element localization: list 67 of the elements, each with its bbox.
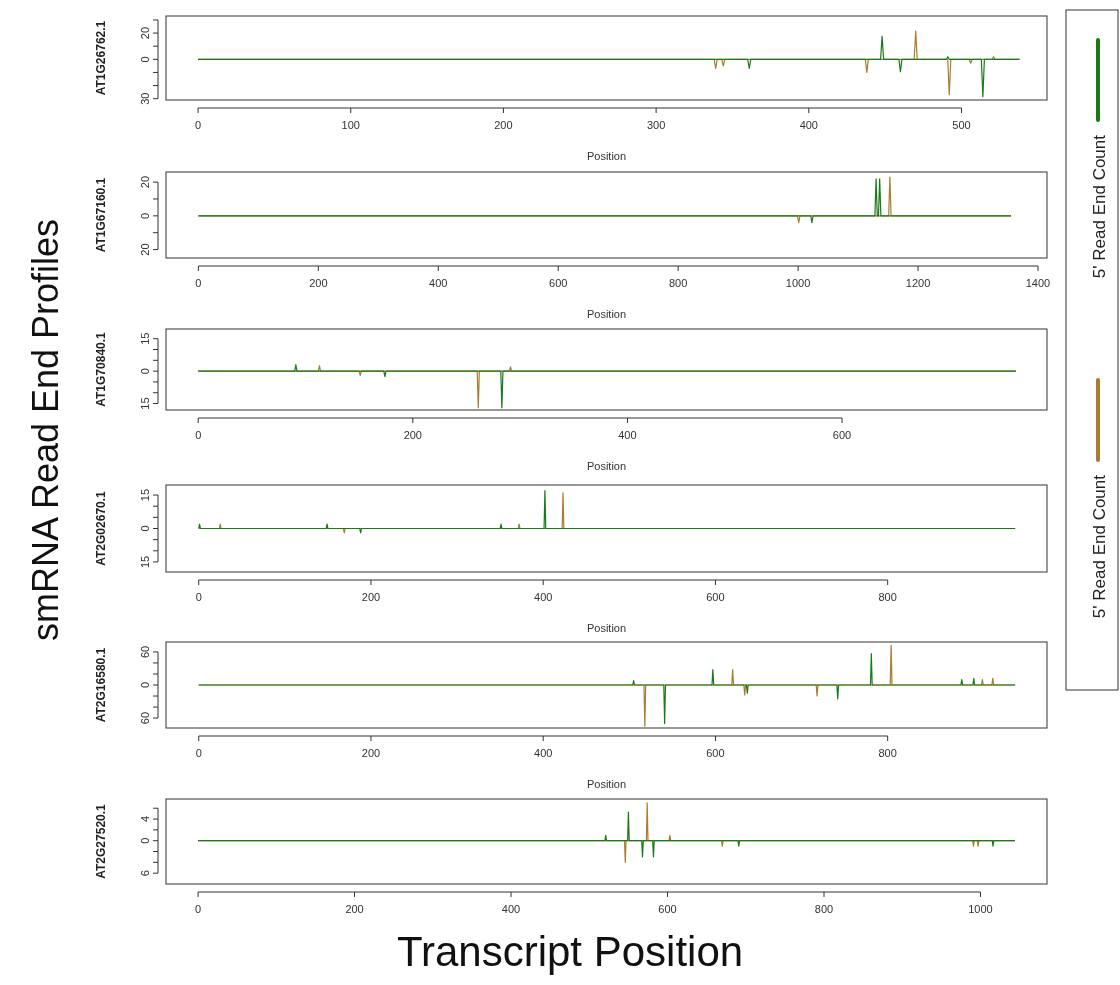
y-tick-label: 20 [139, 26, 151, 40]
y-tick-label: 0 [139, 56, 151, 63]
x-tick-label: 400 [618, 429, 637, 441]
y-tick-label: 0 [139, 837, 151, 844]
y-tick-label: 60 [139, 645, 151, 659]
y-tick-label: 30 [139, 92, 151, 105]
y-axis-title: AT2G16580.1 [94, 647, 108, 723]
y-tick-label: 15 [139, 332, 151, 345]
x-tick-label: 400 [534, 591, 553, 603]
x-tick-label: 600 [658, 903, 677, 915]
y-tick-label: 0 [139, 525, 151, 532]
y-tick-label: 20 [139, 243, 151, 256]
x-tick-label: 0 [195, 591, 202, 603]
y-tick-label: 0 [139, 681, 151, 689]
y-tick-label: 6 [139, 870, 151, 877]
x-tick-label: 0 [195, 119, 202, 131]
text: smRNA Read End Profiles [25, 218, 66, 642]
y-tick-label: 4 [139, 815, 151, 823]
y-tick-label: 0 [139, 368, 151, 375]
x-tick-label: 1000 [785, 277, 811, 289]
x-tick-label: 200 [361, 591, 381, 603]
x-tick-label: 200 [403, 429, 422, 441]
x-tick-label: 600 [706, 747, 725, 759]
y-tick-label: 15 [139, 555, 151, 569]
x-tick-label: 0 [195, 429, 202, 441]
x-axis-title: Position [586, 150, 627, 162]
x-tick-label: 400 [501, 903, 521, 915]
x-tick-label: 200 [309, 277, 328, 289]
x-tick-label: 600 [832, 429, 852, 441]
y-axis-title: AT1G26762.1 [94, 20, 108, 96]
y-tick-label: 15 [139, 397, 151, 410]
y-axis-title: AT2G02670.1 [94, 490, 108, 566]
x-tick-label: 200 [345, 903, 364, 915]
text: Transcript Position [396, 928, 744, 975]
x-tick-label: 300 [646, 119, 666, 131]
x-tick-label: 400 [429, 277, 448, 289]
x-tick-label: 800 [878, 747, 897, 759]
x-tick-label: 0 [195, 277, 202, 289]
x-tick-label: 100 [341, 119, 360, 131]
y-axis-title: AT1G67160.1 [94, 177, 108, 253]
text: 5' Read End Count [1090, 474, 1109, 619]
y-axis-title: AT1G70840.1 [94, 331, 108, 407]
x-tick-label: 200 [361, 747, 381, 759]
y-tick-label: 60 [139, 711, 151, 725]
x-tick-label: 0 [195, 747, 202, 759]
y-tick-label: 0 [139, 212, 151, 219]
y-tick-label: 15 [139, 488, 151, 502]
x-tick-label: 400 [534, 747, 553, 759]
x-axis-title: Position [586, 622, 627, 634]
x-tick-label: 600 [549, 277, 568, 289]
text: 5' Read End Count [1090, 134, 1109, 279]
y-tick-label: 20 [139, 175, 151, 189]
x-tick-label: 400 [799, 119, 818, 131]
x-axis-title: Position [586, 460, 627, 472]
x-axis-title: Position [586, 778, 627, 790]
x-tick-label: 0 [195, 903, 202, 915]
x-tick-label: 800 [878, 591, 897, 603]
y-axis-title: AT2G27520.1 [94, 803, 108, 879]
x-tick-label: 500 [952, 119, 971, 131]
x-tick-label: 1400 [1025, 277, 1051, 289]
x-axis-title: Position [586, 308, 627, 320]
x-tick-label: 200 [494, 119, 513, 131]
x-tick-label: 600 [706, 591, 725, 603]
x-tick-label: 1000 [968, 903, 993, 915]
x-tick-label: 1200 [905, 277, 931, 289]
x-tick-label: 800 [668, 277, 688, 289]
x-tick-label: 800 [814, 903, 834, 915]
